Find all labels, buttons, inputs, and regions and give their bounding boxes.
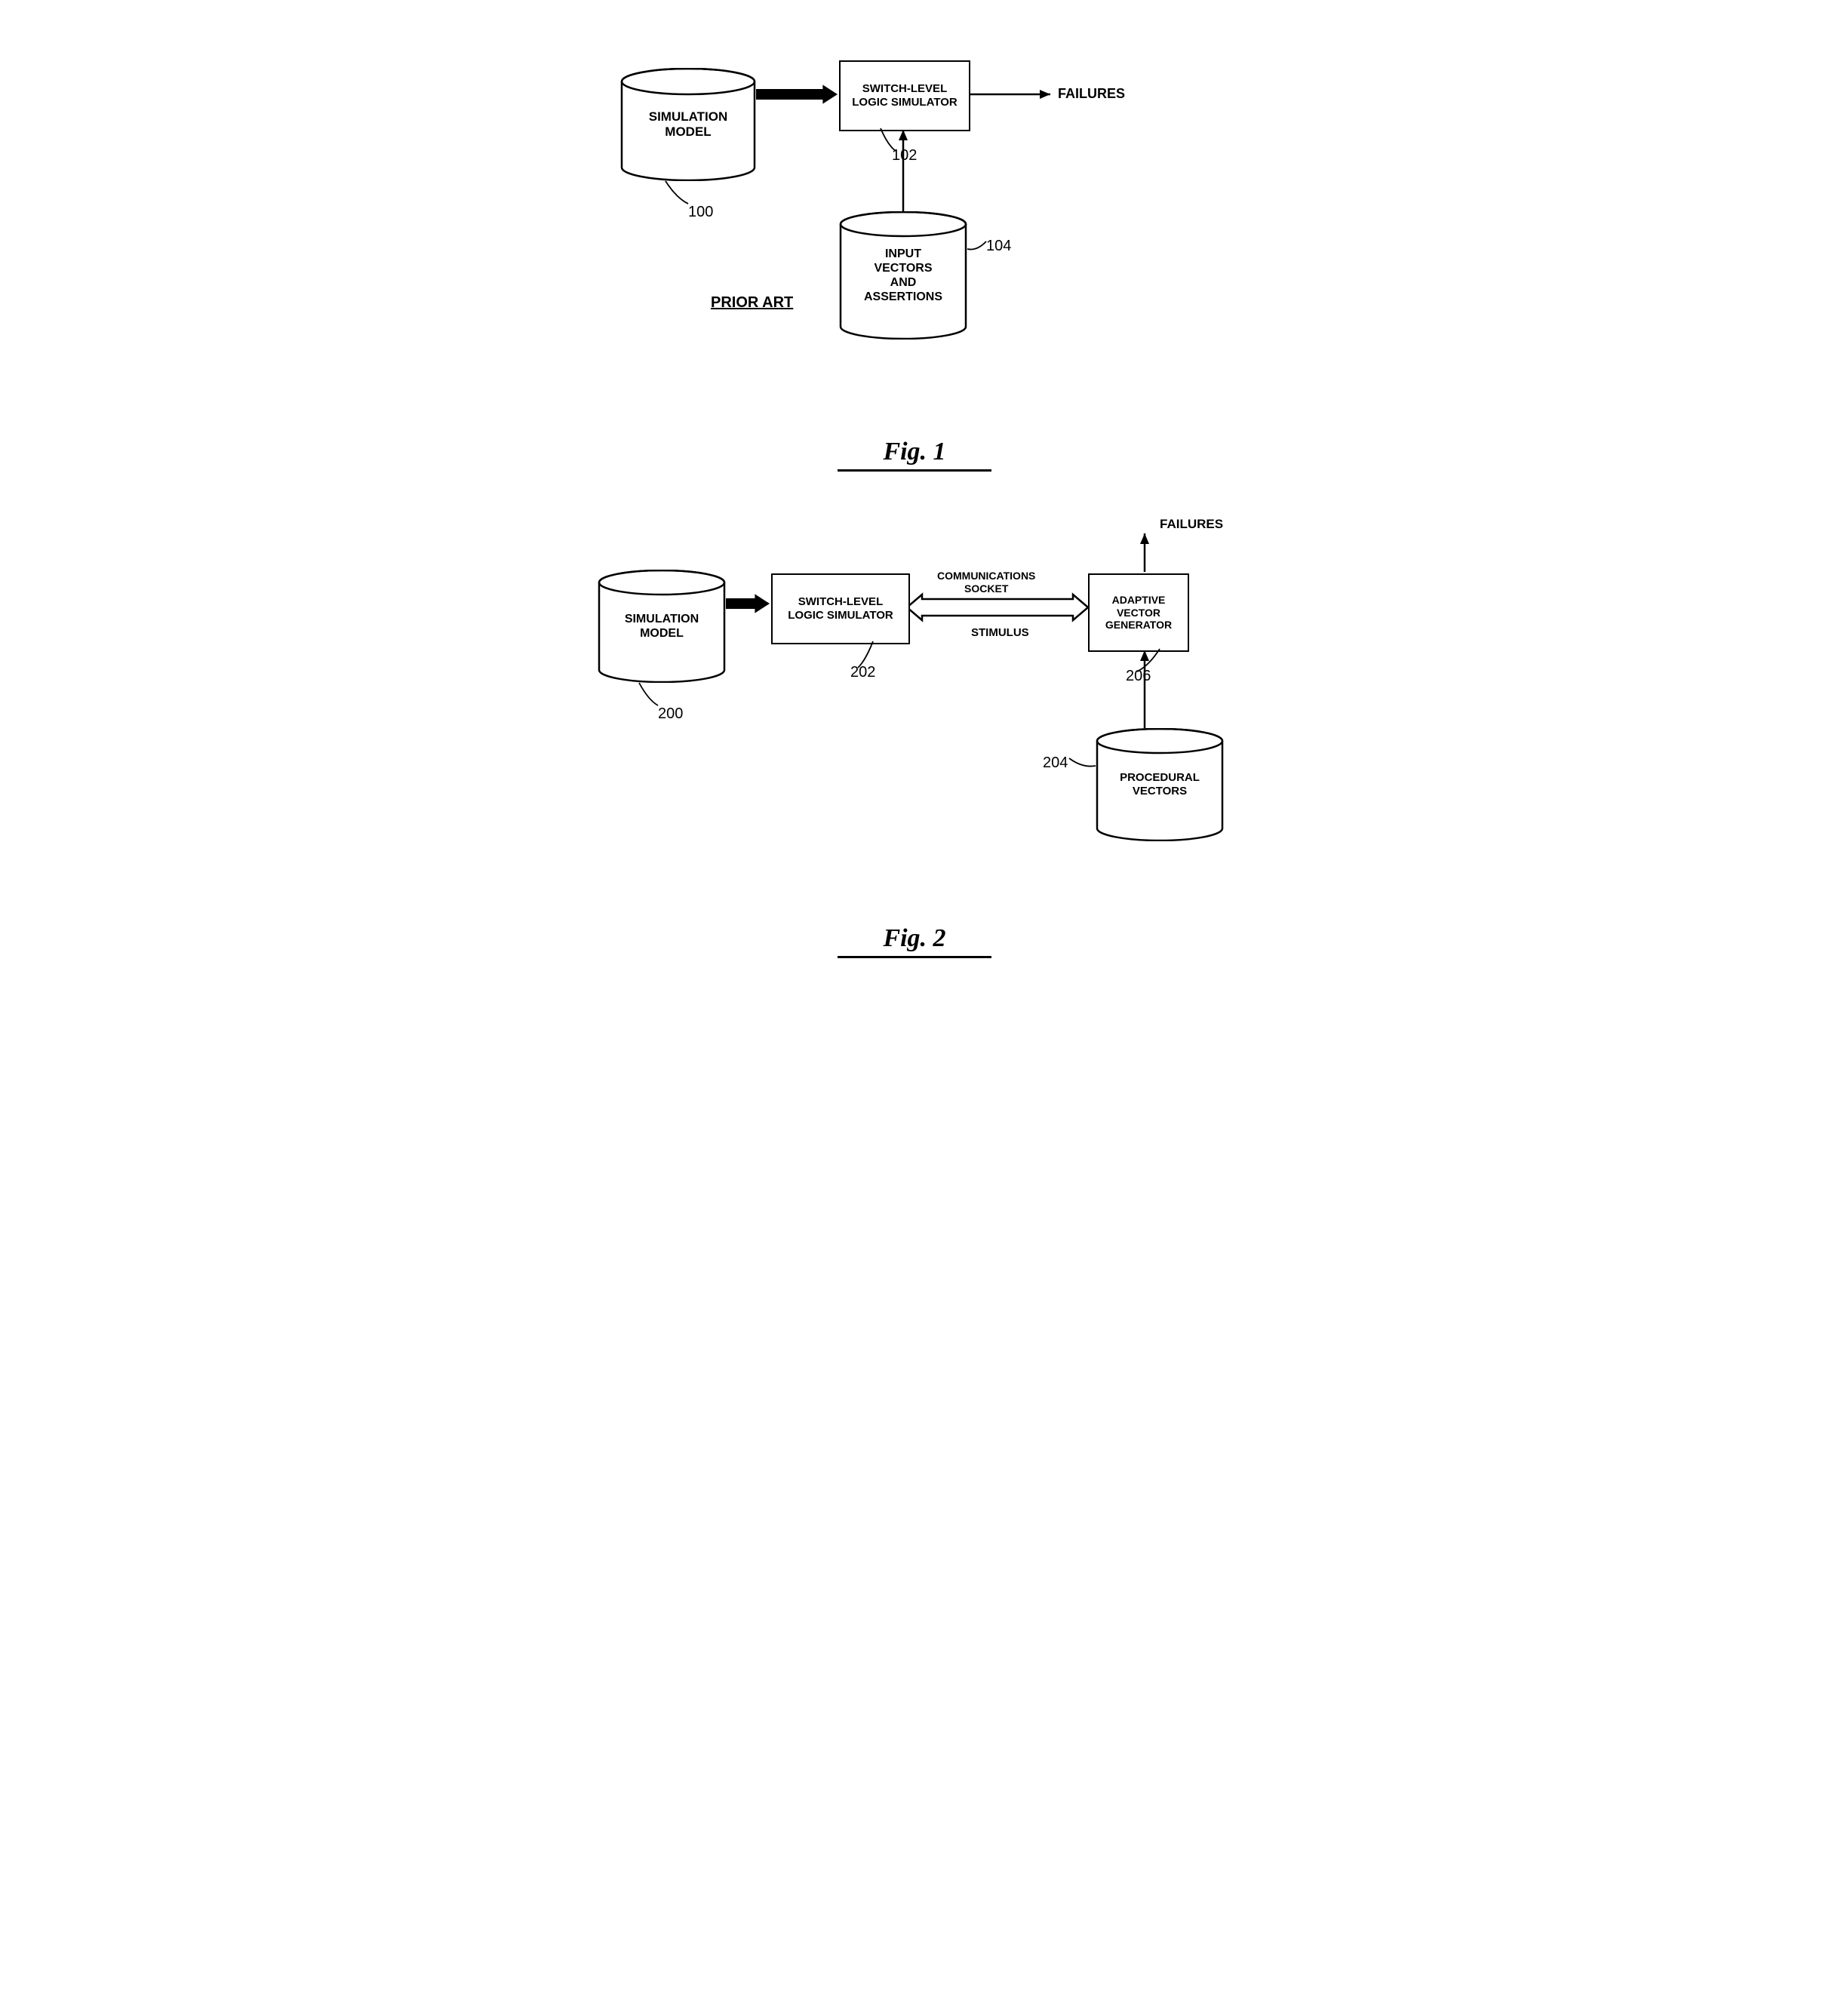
prior-art-label: PRIOR ART: [711, 294, 793, 312]
figure-1: SIMULATIONMODEL100SWITCH-LEVELLOGIC SIMU…: [575, 30, 1254, 392]
text-label: COMMUNICATIONSSOCKET: [937, 570, 1035, 595]
text-label: FAILURES: [1058, 86, 1125, 103]
text-label: FAILURES: [1160, 517, 1223, 532]
figure-1-caption: Fig. 1: [30, 438, 1799, 472]
figure-2: SIMULATIONMODEL200SWITCH-LEVELLOGIC SIMU…: [575, 517, 1254, 879]
text-label: STIMULUS: [971, 626, 1029, 640]
figure-2-caption: Fig. 2: [30, 924, 1799, 958]
